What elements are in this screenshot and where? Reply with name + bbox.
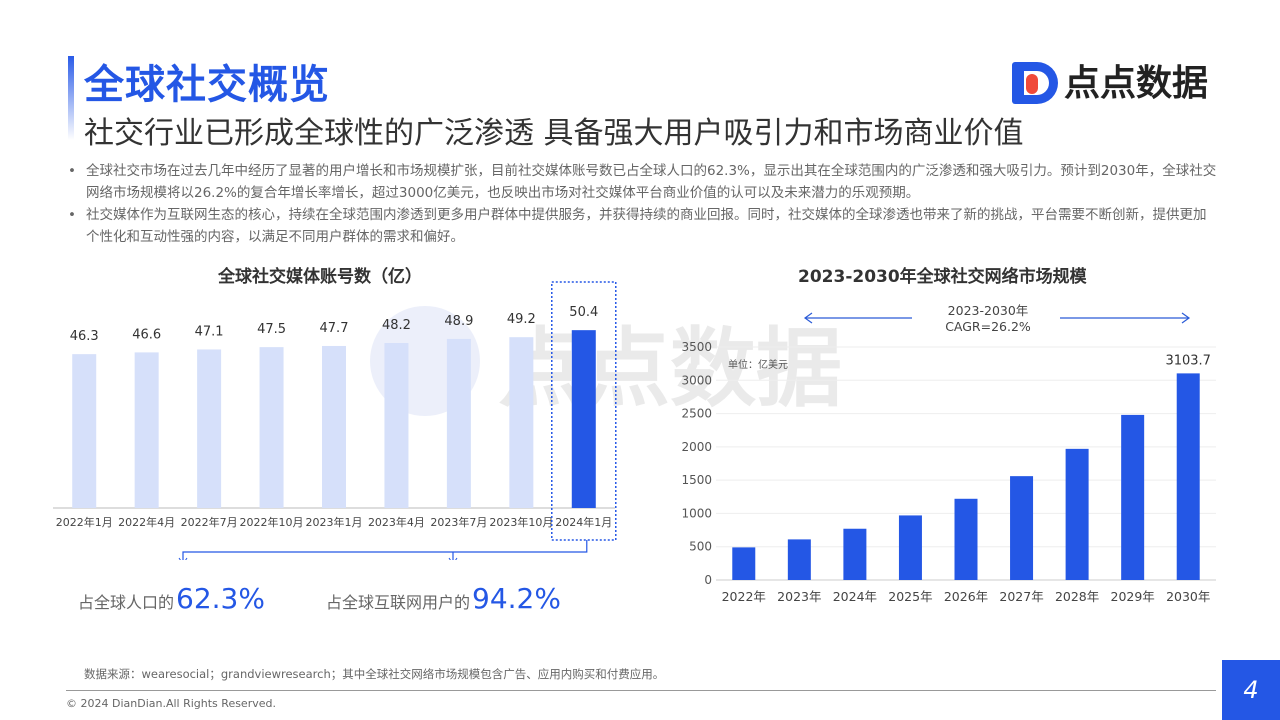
data-label: 48.9 (444, 314, 473, 329)
x-tick-label: 2022年4月 (118, 515, 175, 529)
data-label: 49.2 (507, 312, 536, 327)
market-size-bar-chart: 0 500 1000 1500 2000 2500 3000 3500 单位：亿美元 2022年 2… (681, 303, 1216, 604)
bar (1065, 448, 1089, 580)
cagr-annotation: 2023-2030年 (948, 303, 1029, 318)
bar (843, 528, 867, 580)
logo-text: 点点数据 (1064, 63, 1209, 104)
stat-internet-users: 占全球互联网用户的 94.2% (326, 582, 561, 615)
x-tick-label: 2030年 (1166, 589, 1210, 604)
y-tick-label: 2500 (681, 407, 712, 421)
highlight-box (551, 281, 617, 541)
data-label: 46.3 (70, 329, 99, 344)
bullet-list: • 全球社交市场在过去几年中经历了显著的用户增长和市场规模扩张，目前社交媒体账号数… (68, 160, 1218, 248)
x-tick-label: 2028年 (1055, 589, 1099, 604)
data-label: 50.4 (569, 305, 598, 320)
x-tick-label: 2023年4月 (368, 515, 425, 529)
logo: 点点数据 (1012, 54, 1208, 106)
unit-label: 单位：亿美元 (728, 358, 788, 371)
watermark-text: 点点数据 (498, 319, 842, 419)
y-tick-label: 3000 (681, 373, 712, 387)
x-tick-label: 2024年1月 (555, 515, 612, 529)
bar (322, 345, 346, 508)
x-tick-label: 2025年 (888, 589, 932, 604)
data-label: 47.1 (195, 324, 224, 339)
x-tick-label: 2022年10月 (240, 515, 304, 529)
bar (72, 354, 97, 508)
bar (571, 330, 596, 508)
bar (446, 338, 471, 508)
y-tick-label: 2000 (681, 440, 712, 454)
stat-label: 占全球人口的 (78, 593, 175, 612)
left-chart-title: 全球社交媒体账号数（亿） (218, 267, 422, 287)
cagr-annotation: CAGR=26.2% (945, 319, 1031, 334)
right-chart-title: 2023-2030年全球社交网络市场规模 (798, 267, 1087, 287)
stat-value: 62.3% (176, 582, 265, 615)
stat-value: 94.2% (472, 582, 561, 615)
x-tick-label: 2023年10月 (489, 515, 553, 529)
data-label: 46.6 (132, 327, 161, 342)
bar (1176, 373, 1200, 580)
watermark: 点点数据 (370, 298, 842, 423)
data-source: 数据来源：wearesocial；grandviewresearch；其中全球社… (84, 667, 665, 681)
y-tick-label: 0 (704, 573, 712, 587)
page-title: 全球社交概览 (84, 62, 330, 108)
x-tick-label: 2022年 (722, 589, 766, 604)
x-tick-label: 2029年 (1111, 589, 1155, 604)
copyright: © 2024 DianDian.All Rights Reserved. (66, 697, 276, 710)
y-tick-label: 1500 (681, 473, 712, 487)
data-label: 48.2 (382, 318, 411, 333)
bar (259, 347, 284, 508)
y-tick-label: 500 (689, 540, 712, 554)
bar (134, 352, 159, 508)
bullet-item: • 全球社交市场在过去几年中经历了显著的用户增长和市场规模扩张，目前社交媒体账号数… (68, 160, 1218, 204)
connector-arrow (182, 540, 588, 560)
title-accent-bar (68, 56, 74, 140)
stat-label: 占全球互联网用户的 (326, 593, 471, 612)
footer-divider (66, 690, 1216, 691)
stat-population: 占全球人口的 62.3% (78, 582, 265, 615)
logo-icon (1012, 56, 1058, 104)
data-label: 3103.7 (1165, 353, 1211, 368)
bar (197, 349, 222, 508)
bullet-item: • 社交媒体作为互联网生态的核心，持续在全球范围内渗透到更多用户群体中提供服务，并… (68, 204, 1218, 248)
bar (384, 343, 409, 508)
bar (1121, 414, 1145, 580)
bar (1010, 476, 1034, 580)
y-tick-label: 1000 (681, 506, 712, 520)
x-tick-label: 2027年 (999, 589, 1043, 604)
bar (787, 539, 811, 580)
x-tick-label: 2024年 (833, 589, 877, 604)
y-tick-label: 3500 (681, 340, 712, 354)
bar (732, 547, 756, 580)
bar (954, 498, 978, 580)
page-subtitle: 社交行业已形成全球性的广泛渗透 具备强大用户吸引力和市场商业价值 (84, 116, 1024, 151)
x-tick-label: 2022年1月 (56, 515, 113, 529)
data-label: 47.5 (257, 322, 286, 337)
x-tick-label: 2022年7月 (181, 515, 238, 529)
arrow-head-icon (178, 557, 458, 560)
x-tick-label: 2023年7月 (430, 515, 487, 529)
bullet-text: 全球社交市场在过去几年中经历了显著的用户增长和市场规模扩张，目前社交媒体账号数已… (86, 163, 1217, 201)
bullet-text: 社交媒体作为互联网生态的核心，持续在全球范围内渗透到更多用户群体中提供服务，并获… (86, 207, 1207, 245)
x-tick-label: 2026年 (944, 589, 988, 604)
x-tick-label: 2023年 (777, 589, 821, 604)
arrow-head-icon (803, 312, 1191, 324)
page-number: 4 (1222, 660, 1280, 720)
data-label: 47.7 (320, 321, 349, 336)
bar (509, 337, 534, 508)
accounts-bar-chart: 46.3 2022年1月 46.6 2022年4月 47.1 2022年7月 47.5 202… (53, 281, 617, 560)
x-tick-label: 2023年1月 (306, 515, 363, 529)
bar (898, 515, 922, 580)
